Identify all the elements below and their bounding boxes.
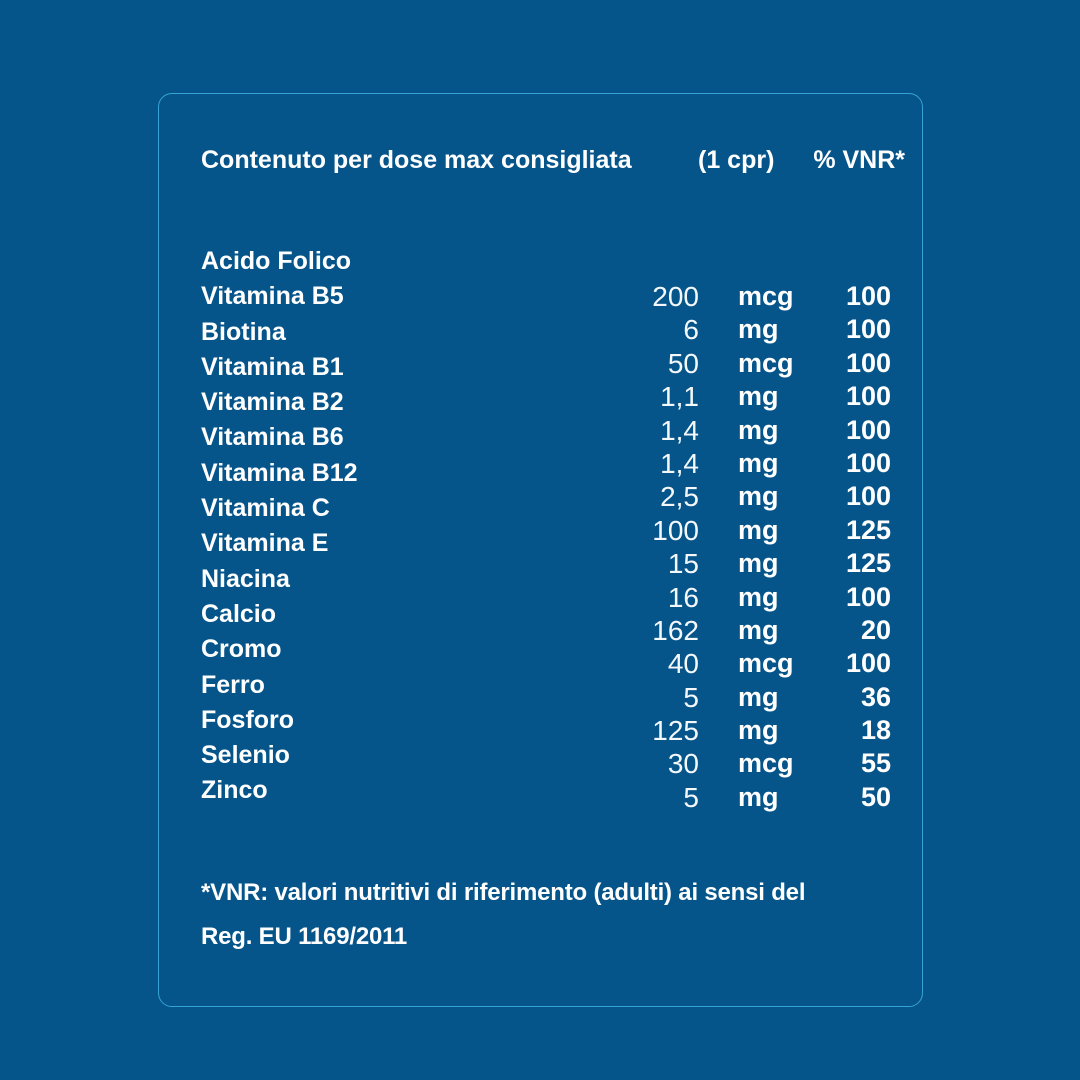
nutrient-value-row: 15 mg 125 bbox=[159, 547, 922, 580]
nutrient-value-row: 30 mcg 55 bbox=[159, 747, 922, 780]
nutrient-vnr-percent: 100 bbox=[845, 314, 891, 345]
nutrient-vnr-percent: 125 bbox=[845, 548, 891, 579]
nutrient-amount: 1,4 bbox=[660, 414, 699, 446]
nutrient-labels: Acido Folico Vitamina B5 Biotina Vitamina B… bbox=[201, 244, 358, 809]
nutrient-amount: 162 bbox=[652, 614, 699, 646]
nutrient-amount: 1,1 bbox=[660, 381, 699, 413]
nutrient-unit: mg bbox=[738, 715, 779, 746]
nutrient-unit: mg bbox=[738, 681, 779, 712]
nutrient-vnr-percent: 100 bbox=[845, 581, 891, 612]
nutrient-value-row: 1,4 mg 100 bbox=[159, 447, 922, 480]
nutrient-value-row: 5 mg 36 bbox=[159, 681, 922, 714]
nutrient-value-row: 1,1 mg 100 bbox=[159, 380, 922, 413]
nutrient-unit: mcg bbox=[738, 748, 794, 779]
vnr-footnote-line2: Reg. EU 1169/2011 bbox=[201, 923, 408, 950]
nutrient-vnr-percent: 125 bbox=[845, 514, 891, 545]
nutrient-label: Zinco bbox=[201, 776, 268, 805]
nutrient-value-row: 6 mg 100 bbox=[159, 313, 922, 346]
nutrient-vnr-percent: 18 bbox=[860, 715, 891, 746]
vnr-footnote: *VNR: valori nutritivi di riferimento (a… bbox=[201, 871, 806, 959]
nutrient-value-row: 200 mcg 100 bbox=[159, 280, 922, 313]
nutrient-label: Selenio bbox=[201, 741, 290, 770]
table-header: Contenuto per dose max consigliata (1 cp… bbox=[159, 145, 922, 175]
nutrient-value-row: 125 mg 18 bbox=[159, 714, 922, 747]
nutrient-value-row: 162 mg 20 bbox=[159, 614, 922, 647]
nutrient-vnr-percent: 50 bbox=[860, 781, 891, 812]
nutrition-facts-card: Contenuto per dose max consigliata (1 cp… bbox=[158, 93, 923, 1007]
nutrient-label: Cromo bbox=[201, 635, 282, 664]
nutrient-label: Ferro bbox=[201, 670, 265, 699]
nutrient-unit: mg bbox=[738, 614, 779, 645]
nutrient-values: 200 mcg 100 6 mg 100 50 mcg 100 1,1 mg 100 1,4 mg 100 1… bbox=[159, 280, 922, 814]
nutrient-amount: 100 bbox=[652, 514, 699, 546]
nutrient-amount: 1,4 bbox=[660, 447, 699, 479]
nutrient-label: Vitamina C bbox=[201, 494, 330, 523]
nutrient-unit: mcg bbox=[738, 281, 794, 311]
nutrient-unit: mcg bbox=[738, 347, 794, 378]
vnr-footnote-line1: *VNR: valori nutritivi di riferimento (a… bbox=[201, 879, 806, 906]
nutrient-label: Niacina bbox=[201, 564, 290, 593]
nutrient-vnr-percent: 100 bbox=[845, 381, 891, 412]
nutrient-value-row: 5 mg 50 bbox=[159, 781, 922, 814]
nutrient-vnr-percent: 100 bbox=[845, 414, 891, 445]
nutrient-amount: 16 bbox=[667, 581, 699, 613]
nutrient-label: Fosforo bbox=[201, 705, 295, 734]
nutrient-vnr-percent: 100 bbox=[845, 648, 891, 679]
nutrient-label: Vitamina B1 bbox=[201, 352, 344, 381]
nutrient-amount: 125 bbox=[652, 715, 699, 747]
nutrient-vnr-percent: 20 bbox=[860, 614, 891, 645]
nutrient-vnr-percent: 100 bbox=[845, 347, 891, 378]
nutrient-unit: mg bbox=[738, 514, 779, 545]
nutrient-vnr-percent: 55 bbox=[860, 748, 891, 779]
nutrient-vnr-percent: 36 bbox=[860, 681, 891, 712]
nutrient-vnr-percent: 100 bbox=[845, 481, 891, 512]
nutrient-unit: mg bbox=[738, 581, 779, 612]
nutrient-amount: 6 bbox=[683, 314, 699, 346]
nutrient-amount: 200 bbox=[652, 281, 699, 312]
nutrient-amount: 5 bbox=[683, 681, 699, 713]
nutrient-unit: mg bbox=[738, 314, 779, 345]
nutrient-unit: mg bbox=[738, 481, 779, 512]
nutrient-amount: 2,5 bbox=[660, 481, 699, 513]
nutrient-value-row: 50 mcg 100 bbox=[159, 347, 922, 380]
header-dose-column: (1 cpr) bbox=[698, 146, 775, 174]
nutrient-unit: mg bbox=[738, 381, 779, 412]
nutrient-value-row: 16 mg 100 bbox=[159, 581, 922, 614]
nutrient-vnr-percent: 100 bbox=[845, 281, 891, 311]
nutrient-unit: mg bbox=[738, 414, 779, 445]
nutrient-vnr-percent: 100 bbox=[845, 447, 891, 478]
nutrient-amount: 40 bbox=[667, 648, 699, 680]
nutrient-label: Acido Folico bbox=[201, 247, 351, 275]
nutrient-unit: mg bbox=[738, 548, 779, 579]
nutrient-label: Vitamina B2 bbox=[201, 388, 344, 417]
nutrient-value-row: 40 mcg 100 bbox=[159, 647, 922, 680]
nutrient-amount: 50 bbox=[667, 347, 699, 379]
nutrient-label: Vitamina B6 bbox=[201, 423, 344, 452]
nutrient-value-row: 100 mg 125 bbox=[159, 514, 922, 547]
nutrient-label: Vitamina B5 bbox=[201, 282, 344, 311]
nutrient-label: Calcio bbox=[201, 599, 277, 628]
nutrient-value-row: 2,5 mg 100 bbox=[159, 480, 922, 513]
nutrient-unit: mcg bbox=[738, 648, 794, 679]
nutrient-amount: 5 bbox=[683, 781, 699, 813]
nutrient-label: Biotina bbox=[201, 317, 286, 346]
nutrient-unit: mg bbox=[738, 447, 779, 478]
nutrient-label: Vitamina B12 bbox=[201, 458, 358, 487]
nutrient-value-row: 1,4 mg 100 bbox=[159, 414, 922, 447]
nutrient-amount: 15 bbox=[667, 548, 699, 580]
nutrient-label: Vitamina E bbox=[201, 529, 329, 558]
nutrient-unit: mg bbox=[738, 781, 779, 812]
nutrient-amount: 30 bbox=[667, 748, 699, 780]
header-vnr-column: % VNR* bbox=[813, 146, 905, 174]
header-title: Contenuto per dose max consigliata bbox=[201, 146, 632, 174]
